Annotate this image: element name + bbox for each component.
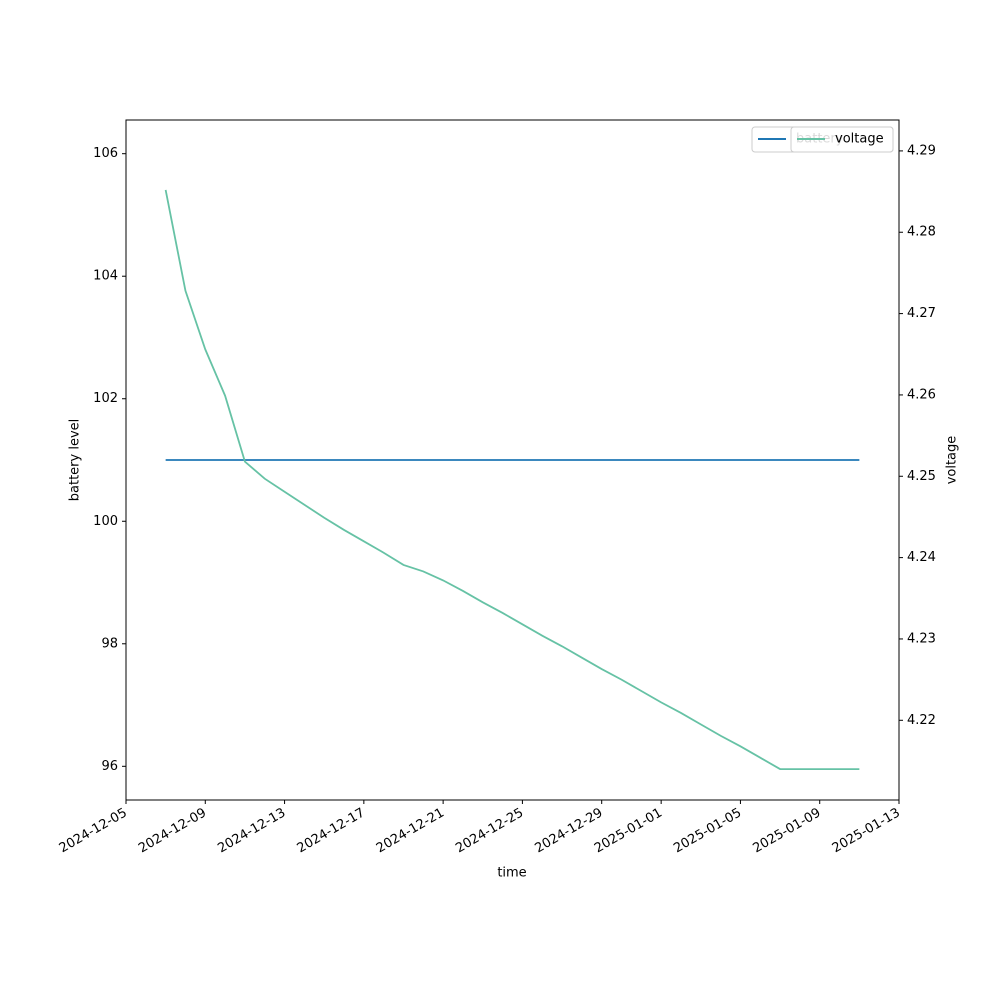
y2-tick-label: 4.23 (907, 631, 936, 646)
series-line (164, 189, 860, 770)
x-tick-label: 2025-01-13 (830, 806, 903, 857)
x-tick-label: 2024-12-17 (295, 806, 368, 857)
y-tick-label: 96 (101, 759, 118, 774)
legend-box (790, 126, 894, 153)
y2-tick-label: 4.24 (907, 550, 936, 565)
x-tick-label: 2024-12-05 (57, 806, 130, 857)
x-tick-label: 2024-12-25 (453, 806, 526, 857)
y2-tick-label: 4.22 (907, 713, 936, 728)
x-tick-label: 2024-12-09 (136, 806, 209, 857)
y2-axis-label: voltage (945, 436, 960, 485)
y2-tick-label: 4.26 (907, 387, 936, 402)
y-axis-label: battery level (68, 419, 83, 502)
y2-tick-label: 4.27 (907, 306, 936, 321)
legend-label: voltage (835, 132, 884, 147)
y2-tick-label: 4.28 (907, 225, 936, 240)
x-tick-label: 2024-12-13 (215, 806, 288, 857)
y-tick-label: 106 (93, 146, 118, 161)
y-tick-label: 102 (93, 391, 118, 406)
x-tick-label: 2025-01-05 (671, 806, 744, 857)
x-tick-label: 2024-12-21 (374, 806, 447, 857)
y-tick-label: 98 (101, 636, 118, 651)
x-tick-label: 2025-01-01 (592, 806, 665, 857)
legend: voltage (790, 126, 894, 153)
y-tick-label: 104 (93, 269, 118, 284)
y-tick-label: 100 (93, 514, 118, 529)
y2-tick-label: 4.25 (907, 469, 936, 484)
x-tick-label: 2025-01-09 (751, 806, 824, 857)
plot-frame (125, 119, 900, 801)
y2-tick-label: 4.29 (907, 143, 936, 158)
x-axis-label: time (497, 866, 526, 881)
